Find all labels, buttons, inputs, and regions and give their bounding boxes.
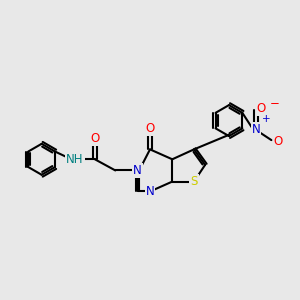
Text: −: −: [270, 97, 280, 110]
Text: O: O: [257, 102, 266, 115]
Text: N: N: [146, 185, 154, 198]
Text: O: O: [274, 135, 283, 148]
Text: NH: NH: [66, 153, 84, 166]
Text: O: O: [90, 132, 100, 145]
Text: +: +: [262, 113, 270, 124]
Text: S: S: [190, 175, 198, 188]
Text: N: N: [251, 123, 260, 136]
Text: N: N: [133, 164, 142, 177]
Text: O: O: [146, 122, 154, 135]
